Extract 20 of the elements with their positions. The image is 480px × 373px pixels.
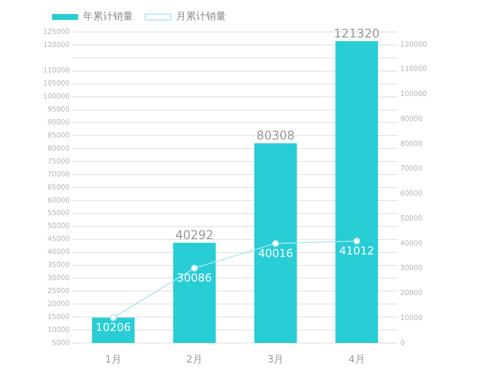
data-label: 40292	[175, 228, 214, 242]
legend-label: 月累计销量	[176, 10, 226, 23]
data-label: 80308	[256, 128, 295, 142]
point	[353, 237, 360, 244]
bar	[173, 242, 216, 343]
data-label: 40016	[258, 246, 294, 260]
data-label: 121320	[334, 26, 380, 40]
data-label: 10206	[96, 320, 131, 334]
point	[190, 264, 198, 272]
point	[272, 240, 280, 247]
x-tick-label: 2月	[186, 354, 203, 366]
x-tick-label: 3月	[267, 354, 284, 366]
legend-label: 年累计销量	[83, 10, 133, 23]
data-label: 41012	[339, 244, 374, 258]
point	[110, 314, 117, 322]
data-label: 30086	[176, 272, 212, 285]
x-tick-label: 1月	[105, 354, 122, 366]
bar	[254, 143, 297, 343]
bar	[335, 41, 378, 343]
x-tick-label: 4月	[348, 354, 365, 366]
